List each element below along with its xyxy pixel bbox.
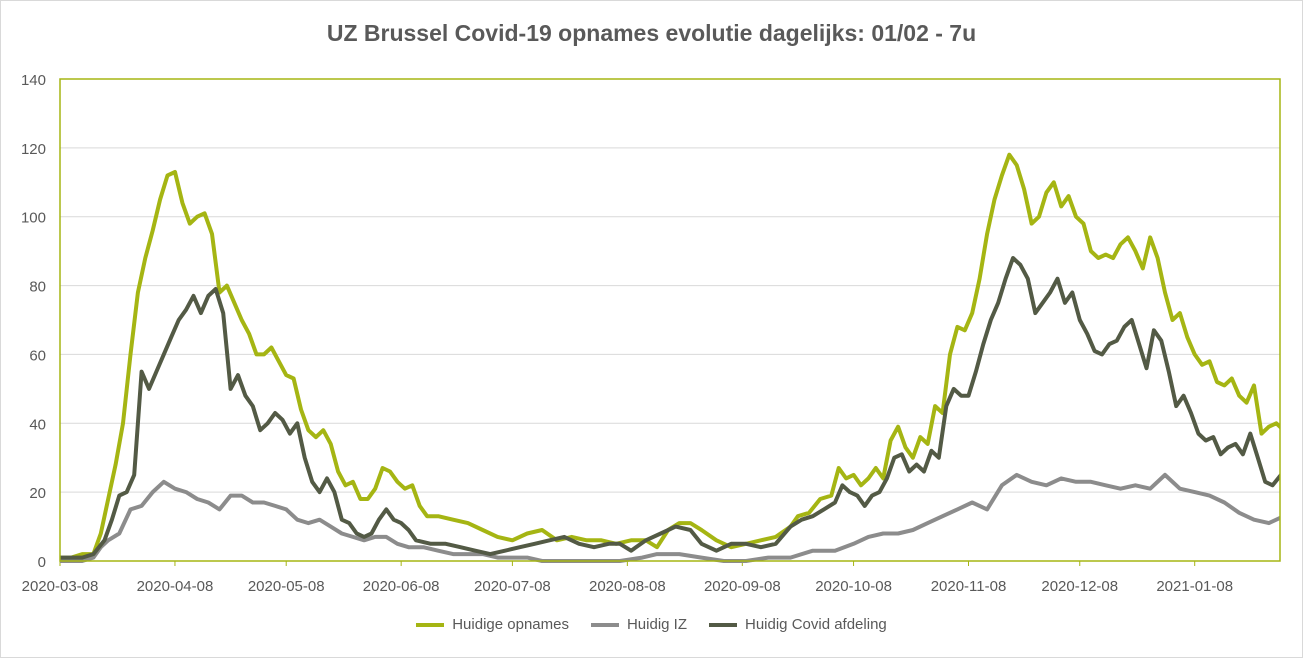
x-tick-label: 2020-06-08 [363, 578, 440, 595]
x-tick-label: 2020-05-08 [248, 578, 325, 595]
series-line-huidig-covid-afdeling [60, 256, 1280, 560]
legend-item: Huidig Covid afdeling [709, 616, 887, 633]
grid-lines [60, 78, 1280, 493]
y-axis-ticks: 0 20 40 60 80 100 120 140 [21, 72, 46, 571]
series-line-huidige-opnames [60, 152, 1280, 560]
y-tick-label: 60 [29, 347, 46, 364]
legend-swatch [416, 622, 445, 627]
x-tick-label: 2020-09-08 [704, 578, 781, 595]
legend: Huidige opnames Huidig IZ Huidig Covid afd… [0, 616, 1303, 633]
y-tick-label: 0 [38, 554, 46, 571]
legend-label: Huidige opnames [452, 616, 569, 633]
x-tick-label: 2020-10-08 [815, 578, 892, 595]
y-tick-label: 40 [29, 416, 46, 433]
legend-label: Huidig IZ [626, 616, 687, 633]
plot-area-border [59, 78, 1281, 562]
x-axis-ticks: 2020-03-08 2020-04-08 2020-05-08 2020-06-08… [22, 561, 1233, 595]
x-tick-label: 2021-01-08 [1156, 578, 1233, 595]
x-tick-label: 2020-03-08 [22, 578, 99, 595]
legend-item: Huidige opnames [416, 616, 569, 633]
y-tick-label: 140 [21, 72, 46, 89]
y-tick-label: 120 [21, 141, 46, 158]
x-tick-label: 2020-07-08 [474, 578, 551, 595]
x-tick-label: 2020-08-08 [589, 578, 666, 595]
x-tick-label: 2020-12-08 [1041, 578, 1118, 595]
legend-item: Huidig IZ [590, 616, 687, 633]
y-tick-label: 20 [29, 485, 46, 502]
y-tick-label: 100 [21, 210, 46, 227]
legend-label: Huidig Covid afdeling [745, 616, 887, 633]
legend-swatch [709, 622, 737, 627]
chart-title: UZ Brussel Covid-19 opnames evolutie dag… [326, 20, 977, 46]
series-line-huidig-iz [60, 472, 1280, 563]
series-lines [60, 152, 1280, 563]
y-tick-label: 80 [29, 279, 46, 296]
legend-swatch [590, 622, 619, 627]
x-tick-label: 2020-11-08 [931, 578, 1007, 595]
x-tick-label: 2020-04-08 [137, 578, 214, 595]
